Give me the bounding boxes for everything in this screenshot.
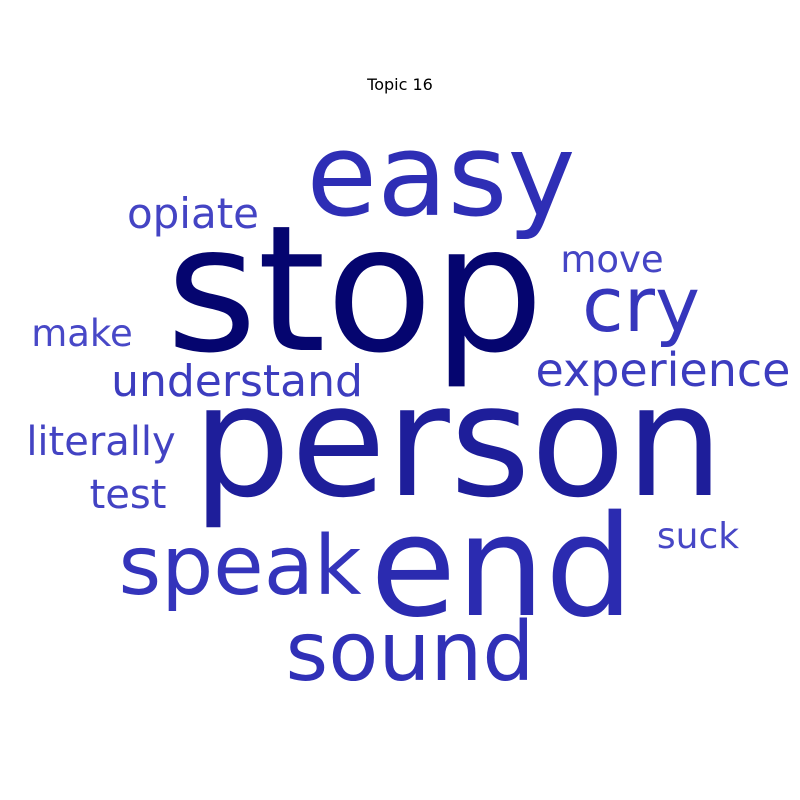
word-move: move [560,238,663,281]
word-person: person [192,351,723,532]
word-make: make [31,312,133,355]
word-literally: literally [26,419,175,465]
word-speak: speak [119,519,362,614]
word-understand: understand [111,356,363,407]
word-suck: suck [657,516,739,557]
word-cry: cry [582,260,700,349]
word-sound: sound [286,605,535,700]
word-easy: easy [306,109,575,243]
word-end: end [370,486,634,649]
word-opiate: opiate [127,189,259,238]
word-experience: experience [536,343,791,397]
chart-title: Topic 16 [367,75,433,94]
word-stop: stop [166,189,544,392]
word-test: test [90,472,167,518]
